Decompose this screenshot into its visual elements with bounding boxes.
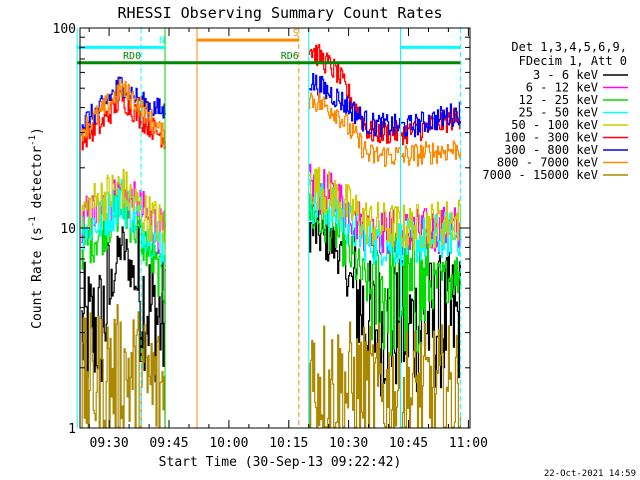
y-axis-label-sup: -1 xyxy=(28,216,38,227)
x-tick-label-0: 09:30 xyxy=(90,436,129,451)
series-line-8-a xyxy=(81,304,166,428)
legend-header-line1: Det 1,3,4,5,6,9, xyxy=(511,40,627,54)
legend-label-7: 800 - 7000 keV xyxy=(497,156,598,170)
flag-label-1: RD0 xyxy=(123,51,141,62)
legend-label-1: 6 - 12 keV xyxy=(526,81,598,95)
legend-label-6: 300 - 800 keV xyxy=(504,143,598,157)
legend-header-line2: FDecim 1, Att 0 xyxy=(519,54,627,68)
y-tick-label-0: 1 xyxy=(68,422,76,437)
y-tick-label-1: 10 xyxy=(60,222,76,237)
x-tick-label-5: 10:45 xyxy=(389,436,428,451)
footer-date: 22-Oct-2021 14:59 xyxy=(544,469,636,479)
legend-label-8: 7000 - 15000 keV xyxy=(482,168,598,182)
legend: Det 1,3,4,5,6,9, FDecim 1, Att 0 3 - 6 k… xyxy=(482,40,628,182)
chart-title: RHESSI Observing Summary Count Rates xyxy=(117,4,442,22)
x-tick-label-4: 10:30 xyxy=(329,436,368,451)
y-axis-label-main: Count Rate (s xyxy=(30,227,45,329)
y-axis-label-sup2: -1 xyxy=(28,135,38,146)
x-tick-label-1: 09:45 xyxy=(149,436,188,451)
series-line-0-b xyxy=(308,209,462,397)
legend-label-3: 25 - 50 keV xyxy=(519,106,598,120)
legend-label-5: 100 - 300 keV xyxy=(504,131,598,145)
series-line-7-b xyxy=(308,92,462,167)
series-line-6-b xyxy=(308,73,462,138)
series-line-0-a xyxy=(81,226,166,383)
flag-label-0: N xyxy=(159,35,165,46)
axes-layer: 09:30 09:45 10:00 10:15 10:30 10:45 11:00 1 10 10… xyxy=(53,22,488,451)
flag-label-2: RD6 xyxy=(281,51,299,62)
data-layer: N RD0 RD6 S xyxy=(76,28,462,428)
x-axis-label: Start Time (30-Sep-13 09:22:42) xyxy=(159,455,402,470)
y-axis-label-end: ) xyxy=(30,127,45,135)
y-axis-label: Count Rate (s-1 detector-1) xyxy=(28,127,45,329)
series-line-4-b xyxy=(308,166,462,251)
series-line-4-a xyxy=(81,168,166,243)
series-line-8-b xyxy=(308,321,462,428)
flag-label-3: S xyxy=(293,28,299,39)
x-tick-label-2: 10:00 xyxy=(209,436,248,451)
y-axis-label-tail: detector xyxy=(30,146,45,217)
legend-label-2: 12 - 25 keV xyxy=(519,93,598,107)
y-tick-label-2: 100 xyxy=(53,22,76,37)
x-tick-label-6: 11:00 xyxy=(449,436,488,451)
series-line-7-a xyxy=(81,78,166,150)
x-tick-label-3: 10:15 xyxy=(269,436,308,451)
legend-label-0: 3 - 6 keV xyxy=(533,68,598,82)
legend-label-4: 50 - 100 keV xyxy=(511,118,598,132)
